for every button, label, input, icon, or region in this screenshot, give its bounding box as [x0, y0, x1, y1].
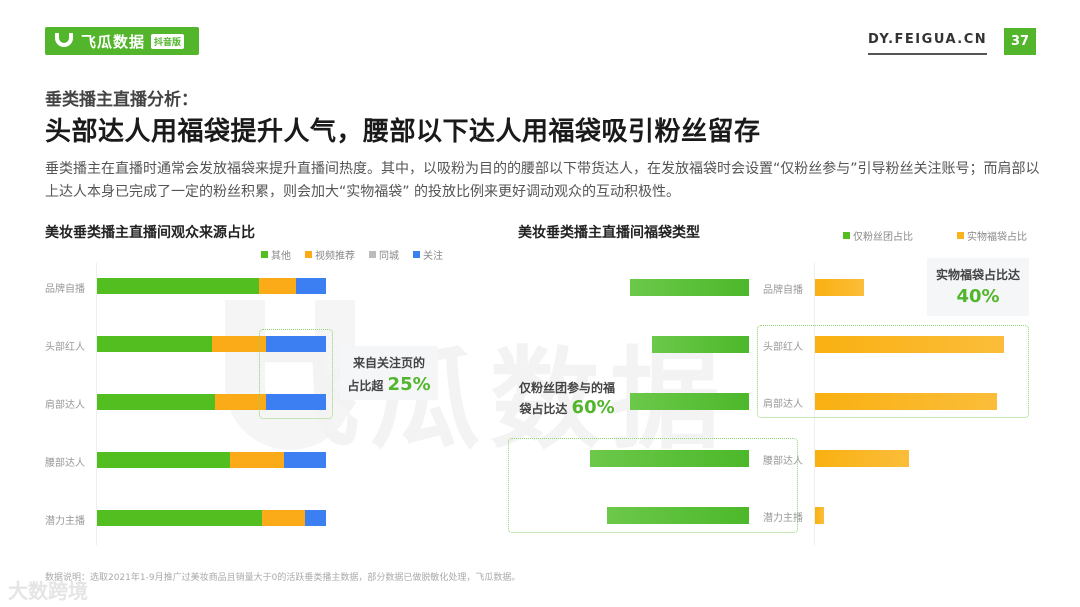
- legend-label: 其他: [271, 251, 291, 262]
- bar-segment-other: [97, 278, 259, 294]
- callout-text: 袋占比达 60%: [508, 398, 626, 419]
- description: 垂类播主在直播时通常会发放福袋来提升直播间热度。其中，以吸粉为目的的腰部以下带货…: [45, 161, 1040, 200]
- callout-value: 25%: [387, 374, 431, 395]
- row-label: 肩部达人: [763, 399, 803, 410]
- bar-segment-video: [214, 394, 266, 410]
- page-number: 37: [1004, 28, 1036, 55]
- stacked-bar: [97, 336, 326, 352]
- highlight-box-physical: [757, 325, 1029, 418]
- stacked-bar: [97, 394, 326, 410]
- bar-fans-only: [607, 507, 749, 524]
- bar-segment-follow: [295, 278, 326, 294]
- site-url: DY.FEIGUA.CN: [868, 32, 988, 55]
- callout-text: 仅粉丝团参与的福: [518, 381, 615, 395]
- bar-fans-only: [590, 450, 749, 467]
- bar-physical: [815, 336, 1004, 353]
- bar-segment-follow: [284, 452, 326, 468]
- logo-icon: [55, 33, 73, 47]
- legend-swatch-icon: [957, 232, 964, 239]
- corner-watermark: 大数跨境: [8, 579, 88, 603]
- logo-badge: 抖音版: [151, 33, 185, 49]
- legend-label: 视频推荐: [315, 251, 355, 262]
- page-title: 头部达人用福袋提升人气，腰部以下达人用福袋吸引粉丝留存: [45, 117, 761, 147]
- legend-label: 仅粉丝团占比: [853, 232, 913, 243]
- row-label: 品牌自播: [45, 284, 85, 295]
- bar-segment-video: [258, 278, 296, 294]
- bar-segment-video: [211, 336, 266, 352]
- row-label: 潜力主播: [45, 516, 85, 527]
- callout-prefix: 占比超: [347, 379, 384, 393]
- bar-physical: [815, 507, 824, 524]
- callout-fans-only: 仅粉丝团参与的福 袋占比达 60%: [508, 378, 626, 426]
- row-label: 腰部达人: [45, 458, 85, 469]
- callout-physical: 实物福袋占比达 40%: [927, 258, 1029, 316]
- bar-fans-only: [652, 336, 749, 353]
- legend-item-other: 其他: [261, 247, 291, 262]
- right-chart-title: 美妆垂类播主直播间福袋类型: [518, 225, 700, 241]
- left-chart-axis: [96, 263, 97, 545]
- callout-follow: 来自关注页的 占比超 25%: [340, 346, 438, 400]
- bar-segment-follow: [304, 510, 326, 526]
- highlight-box-fans-only: [508, 438, 798, 533]
- bar-physical: [815, 450, 909, 467]
- stacked-bar: [97, 278, 326, 294]
- row-label: 肩部达人: [45, 400, 85, 411]
- bar-segment-other: [97, 336, 212, 352]
- legend-swatch-icon: [843, 232, 850, 239]
- stacked-bar: [97, 452, 326, 468]
- bar-fans-only: [630, 279, 749, 296]
- bar-segment-video: [261, 510, 305, 526]
- bar-segment-other: [97, 394, 215, 410]
- footnote: 数据说明：选取2021年1-9月推广过美妆商品且销量大于0的活跃垂类播主数据，部…: [45, 573, 521, 583]
- row-label: 潜力主播: [763, 513, 803, 524]
- row-label: 品牌自播: [763, 285, 803, 296]
- logo-text: 飞瓜数据: [81, 32, 146, 51]
- right-chart-axis: [814, 263, 815, 545]
- legend-item-fans-only: 仅粉丝团占比: [843, 228, 913, 243]
- legend-item-follow: 关注: [413, 247, 443, 262]
- section-subtitle: 垂类播主直播分析：: [45, 90, 198, 110]
- highlight-box-follow: [259, 329, 333, 419]
- callout-value: 60%: [571, 397, 615, 418]
- bar-segment-video: [230, 452, 285, 468]
- row-label: 头部红人: [763, 342, 803, 353]
- legend-item-video: 视频推荐: [305, 247, 355, 262]
- row-label: 腰部达人: [763, 456, 803, 467]
- bar-segment-follow: [265, 336, 326, 352]
- legend-label: 实物福袋占比: [967, 232, 1027, 243]
- row-label: 头部红人: [45, 342, 85, 353]
- watermark-logo-shape: [225, 300, 355, 450]
- legend-swatch-icon: [305, 251, 312, 258]
- legend-label: 同城: [379, 251, 399, 262]
- legend-item-local: 同城: [369, 247, 399, 262]
- brand-logo: 飞瓜数据 抖音版: [45, 27, 199, 55]
- callout-prefix: 袋占比达: [519, 402, 568, 416]
- legend-label: 关注: [423, 251, 443, 262]
- bar-physical: [815, 393, 997, 410]
- legend-swatch-icon: [261, 251, 268, 258]
- legend-item-physical: 实物福袋占比: [957, 228, 1027, 243]
- legend-swatch-icon: [369, 251, 376, 258]
- bar-physical: [815, 279, 864, 296]
- callout-text: 来自关注页的: [352, 356, 425, 370]
- left-chart-title: 美妆垂类播主直播间观众来源占比: [45, 225, 255, 241]
- stacked-bar: [97, 510, 326, 526]
- left-chart-legend: 其他 视频推荐 同城 关注: [261, 247, 457, 262]
- bar-fans-only: [630, 393, 749, 410]
- callout-value: 40%: [956, 286, 1000, 307]
- bar-segment-other: [97, 452, 231, 468]
- callout-text: 实物福袋占比达: [935, 268, 1020, 282]
- legend-swatch-icon: [413, 251, 420, 258]
- bar-segment-other: [97, 510, 262, 526]
- bar-segment-follow: [265, 394, 326, 410]
- right-chart-legend: 仅粉丝团占比 实物福袋占比: [843, 228, 1041, 243]
- callout-text: 占比超 25%: [340, 374, 438, 397]
